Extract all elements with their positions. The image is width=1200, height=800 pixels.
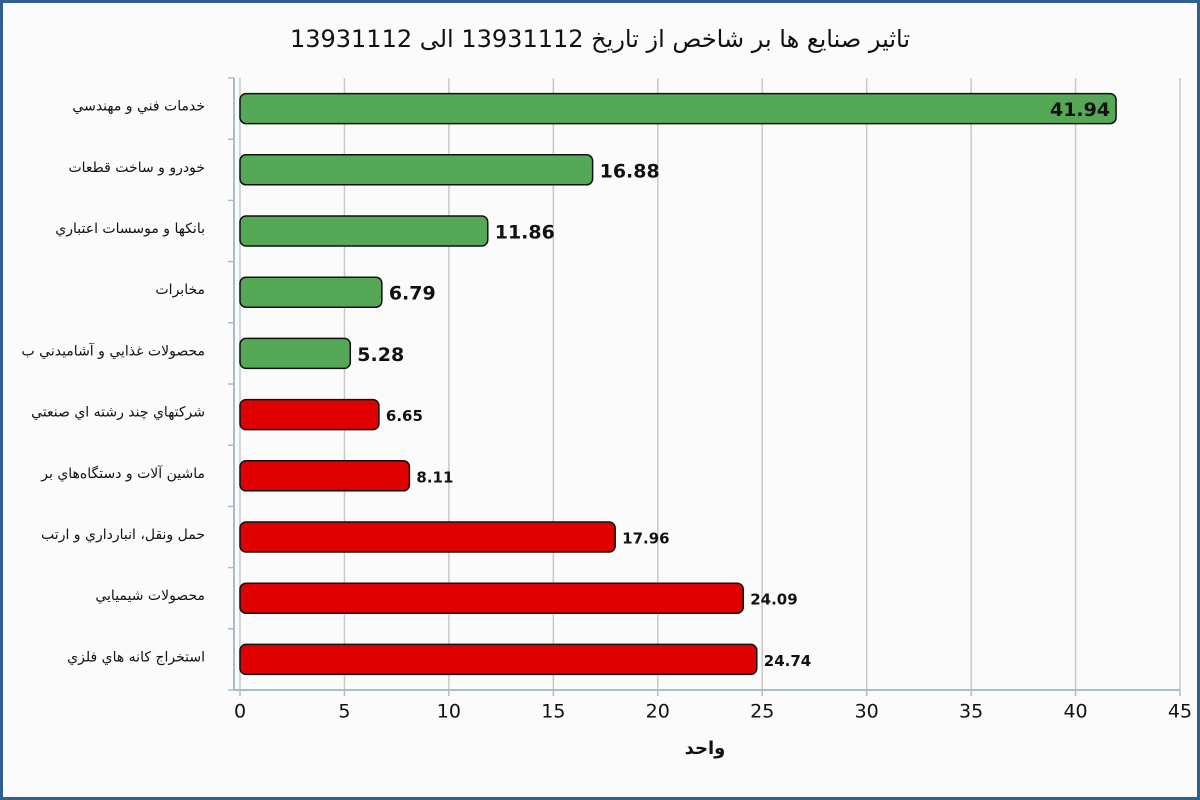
bar <box>239 643 758 676</box>
value-label: 16.88 <box>600 160 660 182</box>
bar <box>239 460 411 492</box>
x-tick-label: 35 <box>959 701 983 723</box>
x-tick-label: 15 <box>541 701 565 723</box>
x-tick-label: 5 <box>338 701 350 723</box>
y-tick-label: مخابرات <box>156 282 206 298</box>
bar <box>239 521 616 553</box>
y-tick-label: خدمات فني و مهندسي <box>72 99 205 115</box>
bar <box>239 582 744 614</box>
value-label: 6.65 <box>386 407 423 425</box>
y-tick-label: شركتهاي چند رشته اي صنعتي <box>31 405 205 421</box>
x-tick-label: 25 <box>750 701 774 723</box>
x-tick-label: 30 <box>855 701 879 723</box>
value-label: 8.11 <box>416 468 453 486</box>
y-tick-label: محصولات غذايي و آشاميدني ب <box>22 342 205 359</box>
value-label: 17.96 <box>622 530 669 548</box>
x-axis-label: واحد <box>685 738 726 759</box>
bar <box>239 215 489 247</box>
y-tick-label: خودرو و ساخت قطعات <box>68 160 205 176</box>
bar <box>239 154 594 186</box>
y-tick-label: حمل ونقل، انبارداري و ارتب <box>41 527 205 543</box>
value-label: 24.09 <box>750 591 797 609</box>
bar <box>239 337 352 370</box>
value-label: 11.86 <box>495 222 555 244</box>
value-label: 5.28 <box>357 344 404 366</box>
x-tick-label: 0 <box>234 701 246 723</box>
y-tick-label: استخراج كانه هاي فلزي <box>67 649 205 665</box>
x-tick-label: 45 <box>1168 701 1192 723</box>
chart-title: تاثیر صنایع ها بر شاخص از تاریخ 13931112… <box>290 25 910 53</box>
y-tick-label: ماشين آلات و دستگاه‌هاي بر <box>40 465 205 482</box>
value-label: 41.94 <box>1050 99 1110 121</box>
bar <box>239 398 380 431</box>
x-tick-label: 10 <box>437 701 461 723</box>
y-tick-label: محصولات شيميايي <box>95 588 205 604</box>
bar <box>239 92 1117 125</box>
bar <box>239 276 383 308</box>
value-label: 6.79 <box>389 283 436 305</box>
value-label: 24.74 <box>764 652 811 670</box>
x-tick-label: 20 <box>646 701 670 723</box>
x-tick-label: 40 <box>1063 701 1087 723</box>
y-tick-label: بانكها و موسسات اعتباري <box>55 221 205 237</box>
